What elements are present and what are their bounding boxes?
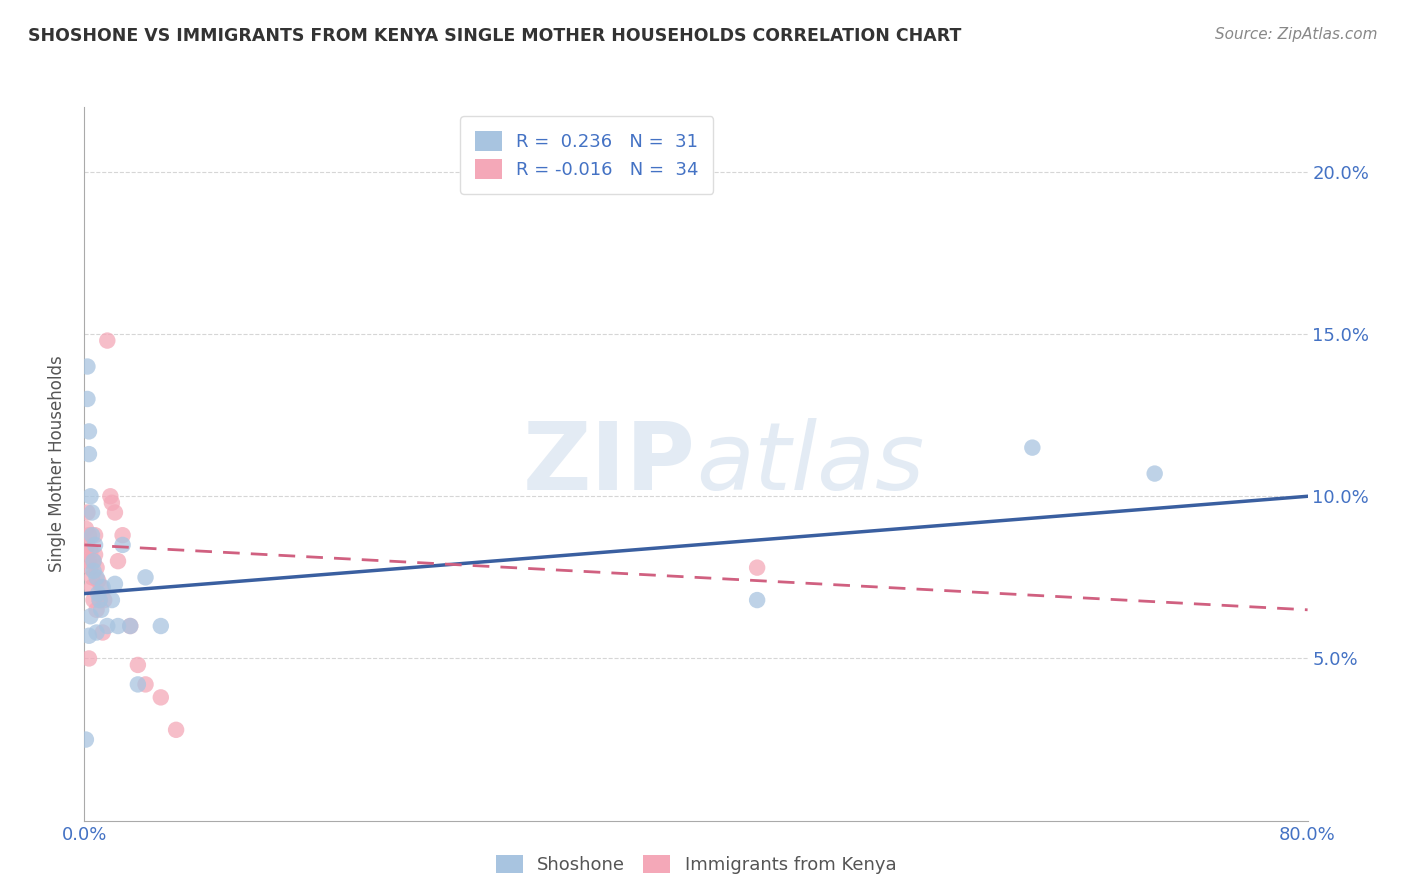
Point — [111, 528, 134, 542]
Point — [83, 554, 105, 568]
Point — [86, 570, 108, 584]
Point — [76, 359, 98, 374]
Point — [127, 677, 149, 691]
Point — [89, 593, 111, 607]
Point — [77, 528, 100, 542]
Point — [80, 580, 103, 594]
Point — [120, 619, 142, 633]
Point — [83, 593, 105, 607]
Point — [83, 554, 105, 568]
Point — [104, 577, 127, 591]
Point — [76, 392, 98, 406]
Point — [77, 554, 100, 568]
Point — [80, 570, 103, 584]
Point — [83, 564, 105, 578]
Text: ZIP: ZIP — [523, 417, 696, 510]
Point — [1143, 467, 1166, 481]
Point — [86, 603, 108, 617]
Point — [90, 580, 112, 594]
Point — [77, 651, 100, 665]
Y-axis label: Single Mother Households: Single Mother Households — [48, 356, 66, 572]
Point — [86, 625, 108, 640]
Text: atlas: atlas — [696, 418, 924, 509]
Point — [127, 657, 149, 672]
Point — [101, 496, 124, 510]
Point — [80, 528, 103, 542]
Point — [75, 522, 97, 536]
Point — [91, 625, 114, 640]
Point — [77, 425, 100, 439]
Point — [87, 574, 110, 588]
Point — [91, 580, 114, 594]
Legend: Shoshone, Immigrants from Kenya: Shoshone, Immigrants from Kenya — [486, 846, 905, 883]
Point — [86, 560, 108, 574]
Point — [96, 334, 118, 348]
Point — [77, 629, 100, 643]
Point — [87, 586, 110, 600]
Point — [75, 544, 97, 558]
Point — [90, 603, 112, 617]
Point — [79, 560, 101, 574]
Text: SHOSHONE VS IMMIGRANTS FROM KENYA SINGLE MOTHER HOUSEHOLDS CORRELATION CHART: SHOSHONE VS IMMIGRANTS FROM KENYA SINGLE… — [28, 27, 962, 45]
Point — [107, 554, 129, 568]
Point — [76, 538, 98, 552]
Point — [1021, 441, 1043, 455]
Point — [96, 619, 118, 633]
Point — [747, 593, 769, 607]
Point — [79, 544, 101, 558]
Point — [98, 489, 121, 503]
Point — [747, 560, 769, 574]
Point — [84, 528, 107, 542]
Point — [93, 593, 115, 607]
Point — [120, 619, 142, 633]
Point — [84, 548, 107, 562]
Point — [149, 619, 172, 633]
Point — [111, 538, 134, 552]
Point — [101, 593, 124, 607]
Point — [79, 609, 101, 624]
Point — [75, 732, 97, 747]
Text: Source: ZipAtlas.com: Source: ZipAtlas.com — [1215, 27, 1378, 42]
Point — [89, 593, 111, 607]
Point — [79, 489, 101, 503]
Point — [149, 690, 172, 705]
Point — [135, 570, 157, 584]
Point — [107, 619, 129, 633]
Point — [76, 506, 98, 520]
Point — [104, 506, 127, 520]
Point — [165, 723, 187, 737]
Point — [84, 538, 107, 552]
Point — [80, 506, 103, 520]
Point — [135, 677, 157, 691]
Point — [77, 447, 100, 461]
